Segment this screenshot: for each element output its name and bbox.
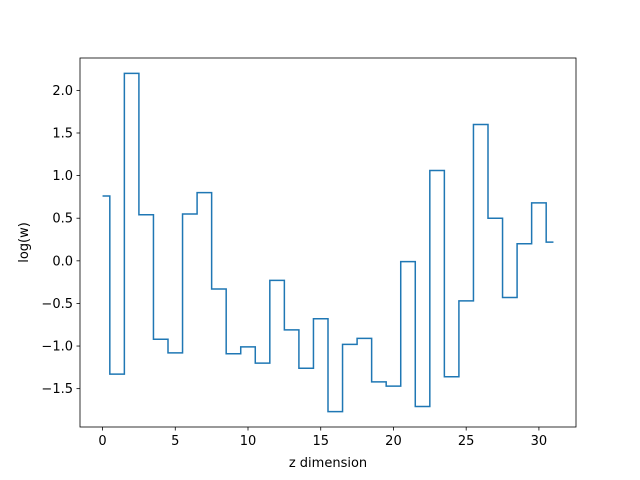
x-tick-label: 25 (458, 434, 475, 449)
y-tick-label: 1.0 (52, 169, 73, 184)
plot-frame (79, 57, 577, 428)
x-axis: 0 5 10 15 20 25 30 (98, 427, 547, 449)
y-axis-label: log(w) (17, 222, 32, 263)
y-tick-label: 0.5 (52, 212, 73, 227)
x-tick-label: 20 (385, 434, 402, 449)
x-axis-label: z dimension (289, 456, 367, 471)
y-axis: −1.5 −1.0 −0.5 0.0 0.5 1.0 1.5 2.0 (41, 84, 80, 397)
step-series-line (102, 72, 554, 413)
x-tick-label: 0 (98, 434, 106, 449)
y-tick-label: 1.5 (52, 126, 73, 141)
y-tick-label: 2.0 (52, 84, 73, 99)
x-tick-label: 10 (240, 434, 257, 449)
y-tick-label: −1.5 (41, 382, 73, 397)
x-tick-label: 30 (531, 434, 548, 449)
x-tick-label: 5 (171, 434, 179, 449)
y-tick-label: 0.0 (52, 254, 73, 269)
y-tick-label: −0.5 (41, 297, 73, 312)
x-tick-label: 15 (312, 434, 329, 449)
y-tick-label: −1.0 (41, 340, 73, 355)
